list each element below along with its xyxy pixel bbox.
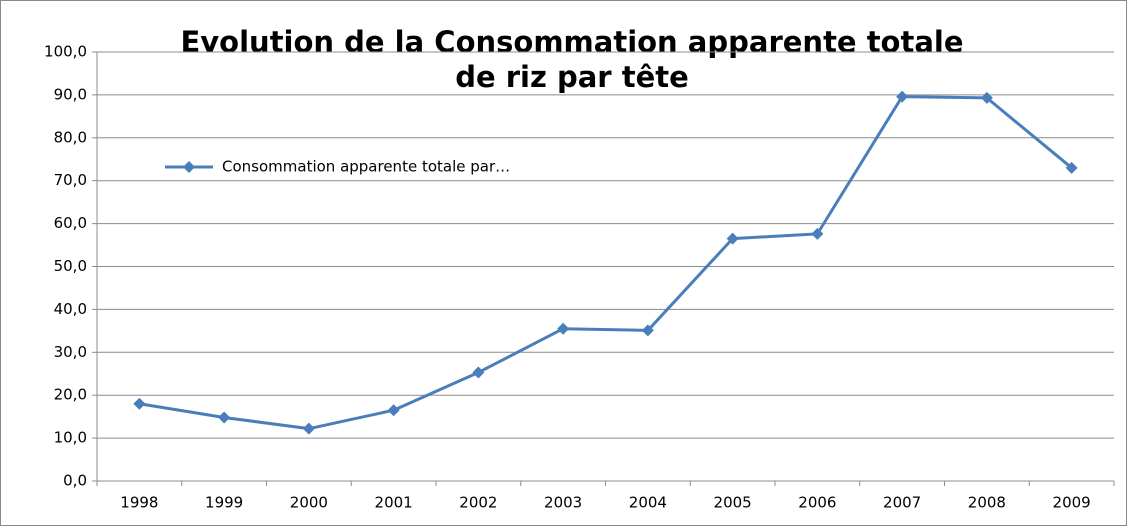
x-tick-label: 2003 <box>544 494 582 512</box>
y-tick-label: 10,0 <box>54 429 87 447</box>
y-tick-label: 50,0 <box>54 257 87 275</box>
data-point <box>472 366 485 379</box>
data-point <box>133 397 146 410</box>
data-point <box>896 90 909 103</box>
x-tick-label: 2002 <box>459 494 497 512</box>
y-tick-label: 60,0 <box>54 214 87 232</box>
chart-title: Evolution de la Consommation apparente t… <box>180 25 963 59</box>
y-tick-label: 70,0 <box>54 171 87 189</box>
x-tick-label: 1999 <box>205 494 243 512</box>
x-tick-label: 2000 <box>290 494 328 512</box>
x-tick-label: 2006 <box>798 494 836 512</box>
y-tick-label: 20,0 <box>54 386 87 404</box>
x-tick-label: 2008 <box>968 494 1006 512</box>
series-line <box>139 95 1073 431</box>
data-point <box>302 422 315 435</box>
data-point <box>557 322 570 335</box>
data-point <box>387 404 400 417</box>
x-tick-label: 2007 <box>883 494 921 512</box>
y-tick-label: 100,0 <box>44 43 87 61</box>
y-tick-label: 40,0 <box>54 300 87 318</box>
data-point <box>218 411 231 424</box>
data-point <box>980 91 993 104</box>
x-tick-label: 2001 <box>375 494 413 512</box>
y-tick-label: 90,0 <box>54 85 87 103</box>
x-tick-label: 2005 <box>714 494 752 512</box>
x-tick-label: 1998 <box>120 494 158 512</box>
data-point <box>811 227 824 240</box>
y-tick-label: 30,0 <box>54 343 87 361</box>
x-tick-label: 2009 <box>1053 494 1091 512</box>
chart-title: de riz par tête <box>455 60 689 94</box>
y-tick-label: 80,0 <box>54 128 87 146</box>
data-point <box>1065 161 1078 174</box>
x-tick-label: 2004 <box>629 494 667 512</box>
data-point <box>726 232 739 245</box>
data-point <box>641 324 654 337</box>
legend-marker <box>183 161 195 173</box>
legend-label: Consommation apparente totale par… <box>222 158 510 176</box>
y-tick-label: 0,0 <box>63 472 87 490</box>
